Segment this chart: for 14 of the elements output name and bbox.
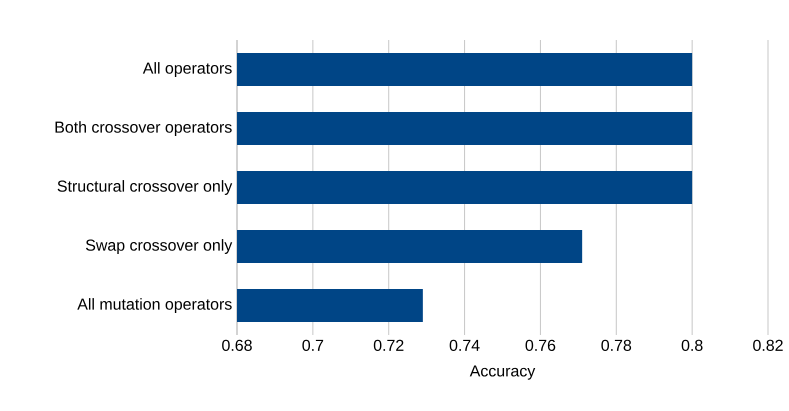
- x-tick-label: 0.7: [302, 340, 324, 351]
- y-tick-label: All mutation operators: [77, 298, 232, 313]
- x-axis-title: Accuracy: [470, 365, 536, 380]
- x-tick-label: 0.74: [450, 340, 480, 351]
- x-tick-label: 0.68: [222, 340, 252, 351]
- x-tick-label: 0.78: [601, 340, 632, 351]
- y-tick-label: Both crossover operators: [56, 121, 232, 136]
- x-tick-label: 0.82: [753, 340, 783, 351]
- y-tick-label: All operators: [142, 62, 232, 77]
- y-tick-label: Swap crossover only: [86, 239, 232, 254]
- y-tick-label: Structural crossover only: [58, 180, 232, 195]
- x-tick-label: 0.76: [526, 340, 556, 351]
- x-tick-label: 0.72: [374, 340, 404, 351]
- x-tick-label: 0.8: [682, 340, 703, 351]
